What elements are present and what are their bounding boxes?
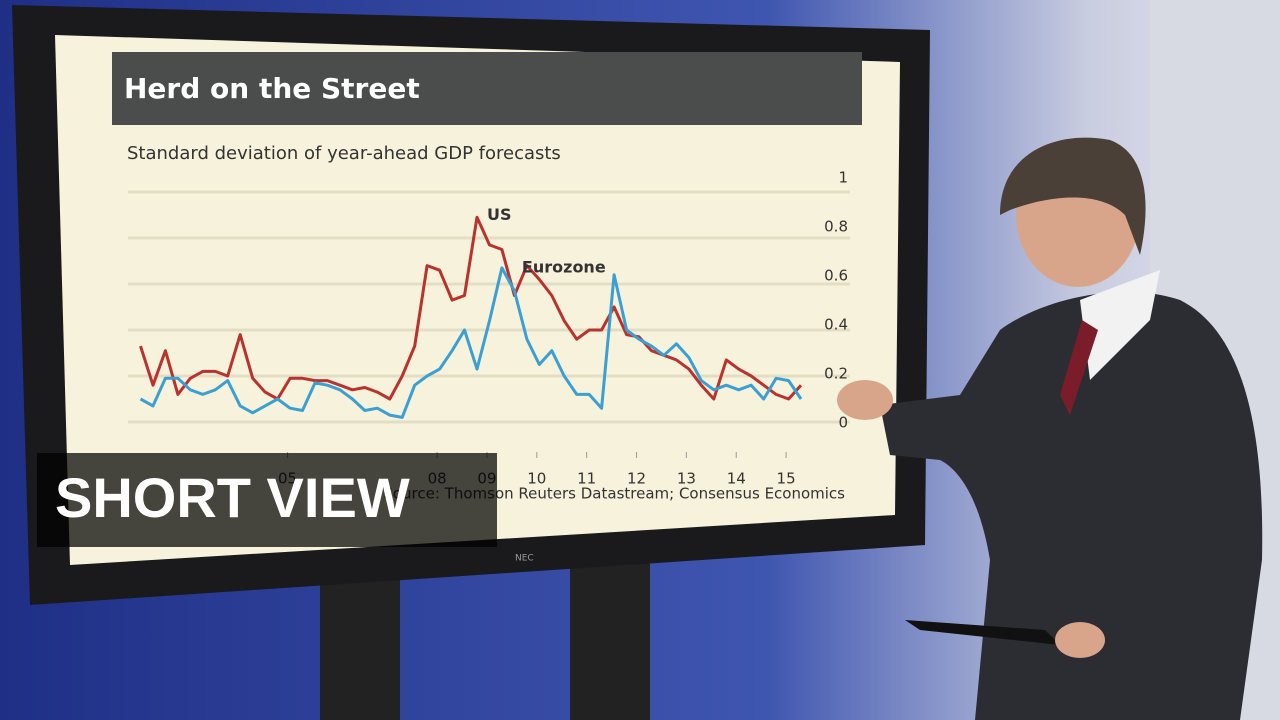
x-tick-label: 15 [777, 470, 796, 488]
banner-box [37, 453, 497, 547]
y-tick-label: 0 [838, 414, 848, 432]
screen-panel [55, 35, 900, 565]
x-tick-label: 13 [677, 470, 696, 488]
x-tick-label: 14 [727, 470, 746, 488]
title-bar [112, 52, 862, 125]
y-tick-label: 0.8 [824, 218, 848, 236]
chart-title: Herd on the Street [124, 72, 420, 105]
series-annotation: Eurozone [522, 257, 606, 276]
presenter-hand [837, 380, 893, 420]
chart-subtitle: Standard deviation of year-ahead GDP for… [127, 143, 561, 164]
source-note: Source: Thomson Reuters Datastream; Cons… [383, 485, 845, 503]
presenter-hand [1055, 622, 1105, 658]
presenter-suit [880, 291, 1263, 720]
presenter-shirt [1080, 270, 1160, 380]
series-line [139, 215, 803, 401]
tablet [905, 620, 1060, 645]
x-tick-label: 12 [627, 470, 646, 488]
y-tick-label: 0.6 [824, 267, 848, 285]
stand [570, 560, 650, 720]
y-tick-label: 0.2 [824, 365, 848, 383]
x-tick-label: 10 [527, 470, 546, 488]
y-tick-label: 1 [838, 169, 848, 187]
stand [320, 560, 400, 720]
y-tick-label: 0.4 [824, 316, 848, 334]
x-tick-label: 11 [577, 470, 596, 488]
presenter-tie [1060, 320, 1098, 415]
presenter-hair [1000, 137, 1146, 255]
brand: NEC [515, 554, 534, 564]
series-annotation: US [487, 205, 512, 224]
banner-text: SHORT VIEW [55, 466, 410, 529]
series-line [139, 266, 803, 419]
